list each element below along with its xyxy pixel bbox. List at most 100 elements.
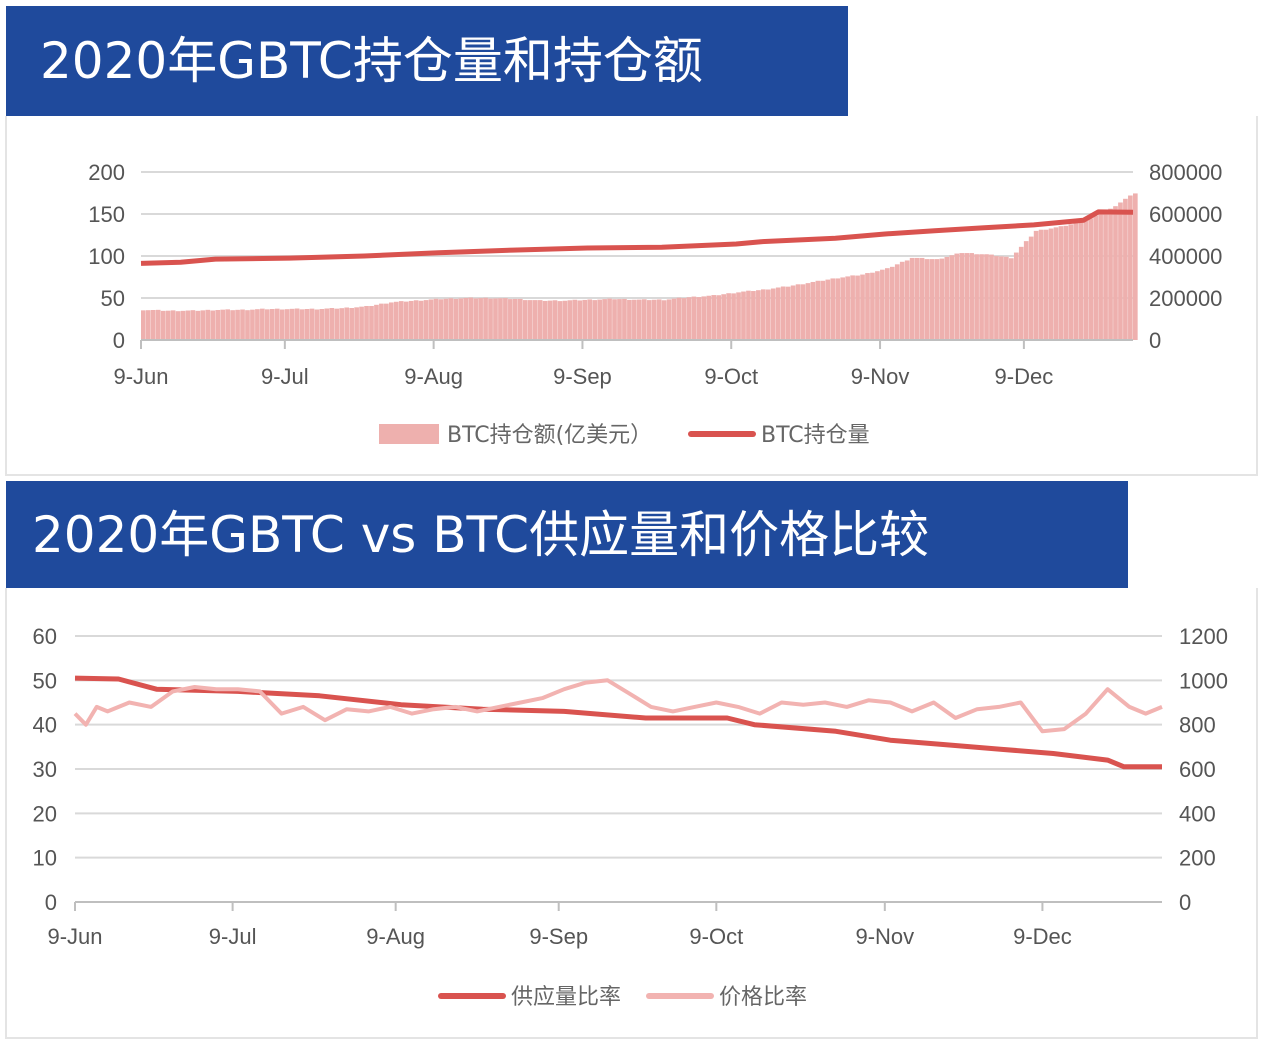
bar bbox=[468, 297, 474, 340]
bar bbox=[582, 299, 588, 340]
bar bbox=[924, 259, 930, 340]
bar bbox=[294, 308, 300, 340]
bar bbox=[349, 307, 354, 340]
bar bbox=[240, 309, 245, 340]
right-axis-tick-label: 400000 bbox=[1149, 244, 1222, 269]
chart-1-svg: 0 0 50 200000 100 400000 150 600000 200 800000 9-J… bbox=[88, 160, 1222, 448]
bar bbox=[562, 300, 568, 340]
bar bbox=[637, 299, 642, 340]
bar bbox=[443, 298, 449, 340]
bar bbox=[1068, 224, 1074, 340]
x-axis-tick-label: 9-Nov bbox=[855, 924, 914, 949]
bar bbox=[706, 295, 712, 340]
bar bbox=[1098, 214, 1103, 340]
bar bbox=[969, 253, 974, 340]
bar bbox=[210, 310, 216, 340]
left-axis-tick-label: 60 bbox=[33, 624, 57, 649]
x-axis-tick-label: 9-Jun bbox=[47, 924, 102, 949]
bar bbox=[627, 299, 632, 340]
bar bbox=[904, 260, 910, 340]
bar bbox=[820, 280, 826, 340]
bar bbox=[875, 271, 880, 340]
bar bbox=[473, 298, 478, 340]
bar bbox=[1048, 228, 1054, 340]
bar bbox=[711, 295, 717, 340]
right-axis-tick-label: 1200 bbox=[1179, 624, 1228, 649]
bar bbox=[150, 310, 156, 340]
bar bbox=[889, 266, 895, 340]
bar bbox=[790, 285, 796, 340]
bar bbox=[592, 300, 598, 340]
bar bbox=[1133, 193, 1138, 340]
bar bbox=[830, 278, 836, 340]
series-line-0 bbox=[74, 675, 1162, 770]
bar bbox=[324, 308, 330, 340]
right-axis-tick-label: 0 bbox=[1149, 328, 1161, 353]
bar bbox=[686, 297, 692, 340]
chart-2-panel: 0 0 10 200 20 400 30 600 40 800 50 1000 60 1200 9-Jun 9… bbox=[5, 588, 1258, 1039]
x-axis-tick-label: 9-Jul bbox=[209, 924, 257, 949]
bar bbox=[433, 298, 439, 340]
bar bbox=[215, 310, 221, 340]
bar bbox=[567, 300, 573, 340]
bar bbox=[761, 289, 766, 340]
bar bbox=[205, 309, 211, 340]
bar bbox=[250, 309, 255, 340]
bar bbox=[269, 309, 275, 340]
bar bbox=[746, 290, 751, 340]
bar bbox=[666, 299, 672, 340]
bar bbox=[284, 309, 290, 340]
bar bbox=[1103, 211, 1108, 340]
bar bbox=[765, 289, 771, 340]
chart-2-title: 2020年GBTC vs BTC供应量和价格比较 bbox=[6, 481, 1128, 588]
bar bbox=[1073, 222, 1079, 340]
bar bbox=[552, 300, 558, 340]
bar bbox=[929, 259, 935, 340]
bar bbox=[260, 308, 265, 340]
legend-label: 价格比率 bbox=[719, 985, 807, 1010]
legend-swatch bbox=[379, 424, 439, 444]
bar bbox=[622, 298, 627, 340]
bar bbox=[1108, 208, 1113, 340]
chart-1-title: 2020年GBTC持仓量和持仓额 bbox=[6, 6, 848, 116]
bar bbox=[299, 309, 305, 340]
bar bbox=[274, 308, 280, 340]
right-axis-tick-label: 1000 bbox=[1179, 668, 1228, 693]
bar bbox=[393, 301, 399, 340]
bar bbox=[1118, 202, 1123, 340]
bar bbox=[999, 256, 1004, 340]
bar bbox=[1093, 215, 1098, 340]
bar bbox=[939, 258, 945, 340]
x-axis-tick-label: 9-Aug bbox=[366, 924, 425, 949]
bar bbox=[944, 256, 950, 340]
bar bbox=[825, 279, 831, 340]
bar bbox=[1128, 195, 1133, 340]
legend-label: BTC持仓额(亿美元） bbox=[447, 423, 652, 448]
bar bbox=[488, 298, 493, 340]
bar bbox=[235, 309, 240, 340]
bar bbox=[731, 293, 736, 340]
right-axis-tick-label: 200 bbox=[1179, 846, 1216, 871]
bar bbox=[1033, 230, 1039, 340]
right-axis-tick-label: 400 bbox=[1179, 801, 1216, 826]
bar bbox=[145, 310, 151, 340]
left-axis-tick-label: 40 bbox=[33, 713, 57, 738]
bar bbox=[493, 298, 498, 340]
bar bbox=[751, 291, 756, 340]
bar bbox=[1063, 225, 1069, 340]
bar bbox=[1028, 236, 1034, 340]
bar bbox=[503, 298, 508, 340]
bar bbox=[661, 300, 667, 340]
bar bbox=[265, 309, 270, 340]
bar bbox=[726, 293, 731, 340]
bar bbox=[527, 300, 533, 340]
bar bbox=[984, 254, 989, 340]
bar bbox=[1053, 227, 1059, 340]
bar bbox=[245, 310, 250, 340]
right-axis-tick-label: 800000 bbox=[1149, 160, 1222, 185]
bar bbox=[513, 298, 518, 340]
bar bbox=[170, 310, 176, 340]
bar bbox=[656, 299, 662, 340]
bar bbox=[309, 308, 315, 340]
bar bbox=[165, 310, 171, 340]
